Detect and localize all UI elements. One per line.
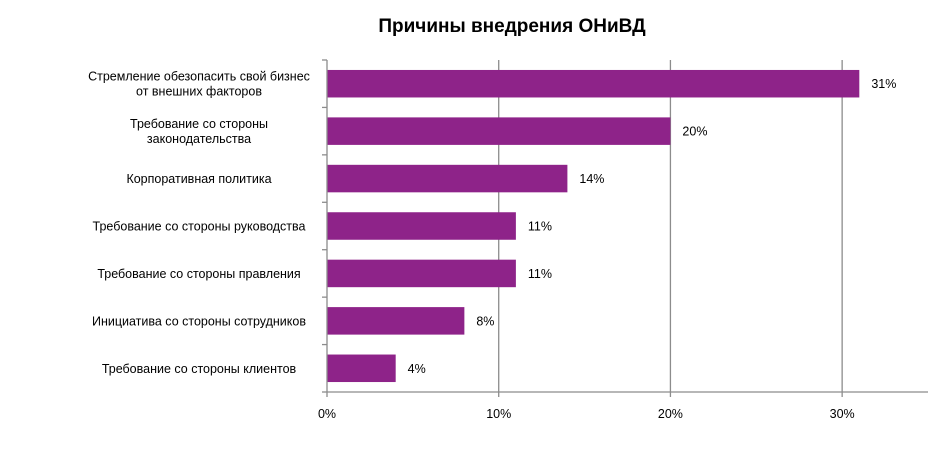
value-label-1: 20% <box>682 125 707 139</box>
category-label-line: Требование со стороны клиентов <box>102 362 297 376</box>
value-label-5: 8% <box>476 314 494 328</box>
bar-6 <box>327 354 396 383</box>
category-label-line: законодательства <box>147 132 251 146</box>
bar-5 <box>327 307 465 335</box>
bar-3 <box>327 212 516 240</box>
x-tick-label-3: 30% <box>830 407 855 421</box>
value-label-3: 11% <box>528 220 552 234</box>
category-label-line: Требование со стороны <box>130 117 268 131</box>
value-label-2: 14% <box>579 172 604 186</box>
x-tick-label-0: 0% <box>318 407 336 421</box>
category-label-line: Требование со стороны руководства <box>93 220 306 234</box>
category-label-line: Стремление обезопасить свой бизнес <box>88 70 310 84</box>
bar-1 <box>327 117 671 145</box>
category-label-4: Требование со стороны правления <box>97 267 300 281</box>
bar-4 <box>327 259 516 288</box>
value-label-4: 11% <box>528 267 552 281</box>
category-label-line: Требование со стороны правления <box>97 267 300 281</box>
category-label-line: от внешних факторов <box>136 85 262 99</box>
bar-0 <box>327 69 860 98</box>
x-tick-label-1: 10% <box>486 407 511 421</box>
category-label-6: Требование со стороны клиентов <box>102 362 297 376</box>
bar-2 <box>327 164 568 193</box>
chart-title: Причины внедрения ОНиВД <box>378 16 646 37</box>
category-label-line: Корпоративная политика <box>126 172 271 186</box>
value-label-6: 4% <box>408 362 426 376</box>
category-label-5: Инициатива со стороны сотрудников <box>92 314 306 328</box>
category-label-3: Требование со стороны руководства <box>93 220 306 234</box>
value-label-0: 31% <box>871 77 896 91</box>
category-label-2: Корпоративная политика <box>126 172 271 186</box>
x-tick-label-2: 20% <box>658 407 683 421</box>
category-label-0: Стремление обезопасить свой бизнес от вне… <box>88 70 310 99</box>
category-label-1: Требование со стороны законодательства <box>130 117 268 146</box>
category-label-line: Инициатива со стороны сотрудников <box>92 314 306 328</box>
